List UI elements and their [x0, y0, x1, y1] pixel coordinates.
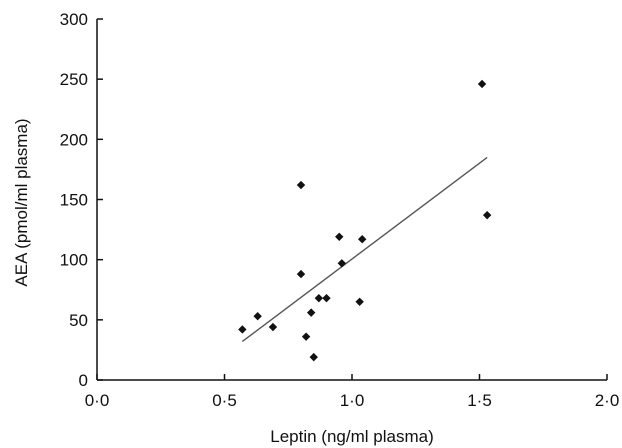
data-point: [238, 325, 247, 334]
y-tick-label: 200: [60, 130, 88, 149]
data-points: [238, 79, 492, 362]
y-axis-ticks: 0 50 100 150 200 250 300: [60, 10, 103, 390]
data-point: [253, 312, 262, 321]
data-point: [268, 322, 278, 332]
data-point: [314, 293, 324, 303]
x-tick-label: 0·0: [85, 391, 110, 410]
y-tick-label: 150: [60, 191, 88, 210]
x-tick-label: 1·0: [340, 391, 365, 410]
axes: [96, 19, 607, 381]
data-point: [482, 210, 492, 220]
y-axis-title: AEA (pmol/ml plasma): [12, 118, 31, 286]
data-point: [301, 332, 311, 341]
x-axis-ticks: 0·0 0·5 1·0 1·5 2·0: [85, 374, 620, 410]
y-tick-label: 300: [60, 10, 88, 29]
data-point: [296, 180, 306, 190]
y-tick-label: 250: [60, 70, 88, 89]
data-point: [477, 79, 487, 89]
data-point: [358, 235, 367, 244]
y-tick-label: 0: [79, 371, 88, 390]
x-tick-label: 2·0: [595, 391, 620, 410]
y-tick-label: 50: [69, 311, 88, 330]
data-point: [322, 293, 331, 303]
x-tick-label: 1·5: [467, 391, 492, 410]
x-tick-label: 0·5: [212, 391, 237, 410]
y-tick-label: 100: [60, 251, 88, 270]
trend-line: [241, 156, 488, 343]
data-point: [296, 269, 306, 279]
data-point: [307, 308, 316, 317]
x-axis-title: Leptin (ng/ml plasma): [270, 427, 433, 446]
data-point: [355, 297, 364, 306]
data-point: [337, 259, 346, 268]
data-point: [335, 232, 344, 242]
data-point: [309, 352, 318, 362]
